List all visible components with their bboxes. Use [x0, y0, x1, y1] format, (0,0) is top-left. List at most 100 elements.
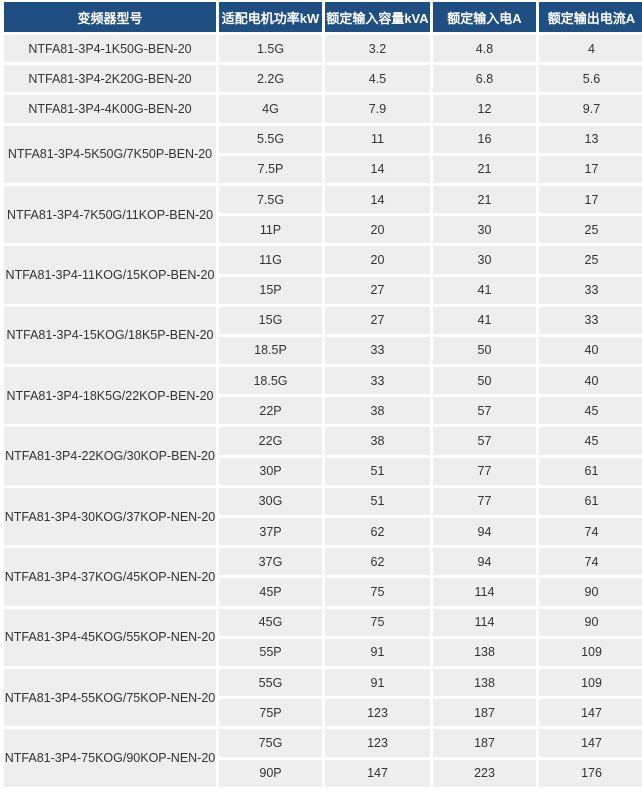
table-row: 11P 20 30 25	[4, 216, 642, 244]
output-current-cell: 74	[539, 518, 642, 546]
model-cell: NTFA81-3P4-2K20G-BEN-20	[4, 65, 216, 93]
motor-power-cell: 30G	[219, 487, 322, 515]
motor-power-cell: 30P	[219, 457, 322, 485]
model-cell: NTFA81-3P4-5K50G/7K50P-BEN-20	[4, 125, 216, 183]
input-capacity-cell: 27	[325, 276, 430, 304]
motor-power-cell: 7.5G	[219, 185, 322, 214]
motor-power-cell: 2.2G	[219, 65, 322, 93]
table-row: NTFA81-3P4-37KOG/45KOP-NEN-20 37G 62 94 74	[4, 548, 642, 606]
input-capacity-cell: 20	[325, 216, 430, 244]
input-capacity-cell: 62	[325, 518, 430, 546]
header-input-capacity: 额定输入容量kVA	[325, 2, 430, 32]
input-current-cell: 4.8	[433, 35, 536, 63]
motor-power-cell: 45G	[219, 608, 322, 636]
output-current-cell: 147	[539, 699, 642, 727]
table-row: 15P 27 41 33	[4, 276, 642, 304]
header-row: 变频器型号 适配电机功率kW 额定输入容量kVA 额定输入电A 额定输出电流A	[4, 2, 642, 32]
output-current-cell: 45	[539, 427, 642, 455]
model-cell: NTFA81-3P4-30KOG/37KOP-NEN-20	[4, 487, 216, 546]
table-row: NTFA81-3P4-1K50G-BEN-20 1.5G 3.2 4.8 4	[4, 35, 642, 63]
output-current-cell: 61	[539, 487, 642, 515]
output-current-cell: 4	[539, 35, 642, 63]
table-row: 90P 147 223 176	[4, 759, 642, 787]
input-capacity-cell: 38	[325, 427, 430, 455]
model-cell: NTFA81-3P4-4K00G-BEN-20	[4, 95, 216, 123]
model-cell: NTFA81-3P4-37KOG/45KOP-NEN-20	[4, 548, 216, 606]
output-current-cell: 176	[539, 759, 642, 787]
motor-power-cell: 15P	[219, 276, 322, 304]
table-row: NTFA81-3P4-22KOG/30KOP-BEN-20 22G 38 57 45	[4, 427, 642, 485]
motor-power-cell: 37P	[219, 518, 322, 546]
table-row: 18.5P 33 50 40	[4, 336, 642, 365]
motor-power-cell: 18.5P	[219, 336, 322, 365]
output-current-cell: 25	[539, 216, 642, 244]
output-current-cell: 147	[539, 729, 642, 757]
input-capacity-cell: 11	[325, 125, 430, 153]
header-input-current: 额定输入电A	[433, 2, 536, 32]
input-current-cell: 77	[433, 487, 536, 515]
motor-power-cell: 4G	[219, 95, 322, 123]
motor-power-cell: 75P	[219, 699, 322, 727]
motor-power-cell: 1.5G	[219, 35, 322, 63]
input-current-cell: 94	[433, 548, 536, 576]
input-capacity-cell: 27	[325, 306, 430, 334]
input-current-cell: 77	[433, 457, 536, 485]
input-capacity-cell: 62	[325, 548, 430, 576]
model-cell: NTFA81-3P4-55KOG/75KOP-NEN-20	[4, 668, 216, 727]
table-row: 22P 38 57 45	[4, 397, 642, 425]
model-cell: NTFA81-3P4-45KOG/55KOP-NEN-20	[4, 608, 216, 666]
input-current-cell: 138	[433, 638, 536, 666]
model-cell: NTFA81-3P4-18K5G/22KOP-BEN-20	[4, 367, 216, 425]
input-current-cell: 12	[433, 95, 536, 123]
output-current-cell: 61	[539, 457, 642, 485]
output-current-cell: 90	[539, 608, 642, 636]
input-capacity-cell: 147	[325, 759, 430, 787]
input-current-cell: 21	[433, 155, 536, 183]
input-capacity-cell: 3.2	[325, 35, 430, 63]
table-row: 37P 62 94 74	[4, 518, 642, 546]
motor-power-cell: 15G	[219, 306, 322, 334]
input-capacity-cell: 33	[325, 336, 430, 365]
motor-power-cell: 55G	[219, 668, 322, 697]
output-current-cell: 25	[539, 246, 642, 274]
input-capacity-cell: 91	[325, 638, 430, 666]
model-cell: NTFA81-3P4-1K50G-BEN-20	[4, 35, 216, 63]
input-capacity-cell: 51	[325, 487, 430, 515]
input-current-cell: 223	[433, 759, 536, 787]
table-row: NTFA81-3P4-11KOG/15KOP-BEN-20 11G 20 30 25	[4, 246, 642, 304]
table-row: NTFA81-3P4-18K5G/22KOP-BEN-20 18.5G 33 50 40	[4, 367, 642, 425]
input-capacity-cell: 33	[325, 367, 430, 395]
input-current-cell: 41	[433, 276, 536, 304]
input-current-cell: 114	[433, 578, 536, 606]
motor-power-cell: 22G	[219, 427, 322, 455]
input-capacity-cell: 4.5	[325, 65, 430, 93]
input-current-cell: 114	[433, 608, 536, 636]
input-capacity-cell: 51	[325, 457, 430, 485]
input-current-cell: 6.8	[433, 65, 536, 93]
input-current-cell: 57	[433, 427, 536, 455]
input-current-cell: 94	[433, 518, 536, 546]
output-current-cell: 33	[539, 306, 642, 334]
output-current-cell: 13	[539, 125, 642, 153]
output-current-cell: 109	[539, 638, 642, 666]
input-current-cell: 138	[433, 668, 536, 697]
input-capacity-cell: 20	[325, 246, 430, 274]
motor-power-cell: 5.5G	[219, 125, 322, 153]
output-current-cell: 33	[539, 276, 642, 304]
output-current-cell: 17	[539, 185, 642, 214]
table-row: 55P 91 138 109	[4, 638, 642, 666]
output-current-cell: 40	[539, 367, 642, 395]
motor-power-cell: 75G	[219, 729, 322, 757]
motor-power-cell: 22P	[219, 397, 322, 425]
input-current-cell: 16	[433, 125, 536, 153]
input-current-cell: 187	[433, 729, 536, 757]
table-row: 75P 123 187 147	[4, 699, 642, 727]
motor-power-cell: 11G	[219, 246, 322, 274]
input-capacity-cell: 14	[325, 155, 430, 183]
input-current-cell: 41	[433, 306, 536, 334]
table-body: NTFA81-3P4-1K50G-BEN-20 1.5G 3.2 4.8 4 NTFA81…	[4, 35, 642, 787]
input-current-cell: 30	[433, 216, 536, 244]
input-capacity-cell: 14	[325, 185, 430, 214]
table-row: NTFA81-3P4-55KOG/75KOP-NEN-20 55G 91 138 109	[4, 668, 642, 727]
table-row: NTFA81-3P4-4K00G-BEN-20 4G 7.9 12 9.7	[4, 95, 642, 123]
